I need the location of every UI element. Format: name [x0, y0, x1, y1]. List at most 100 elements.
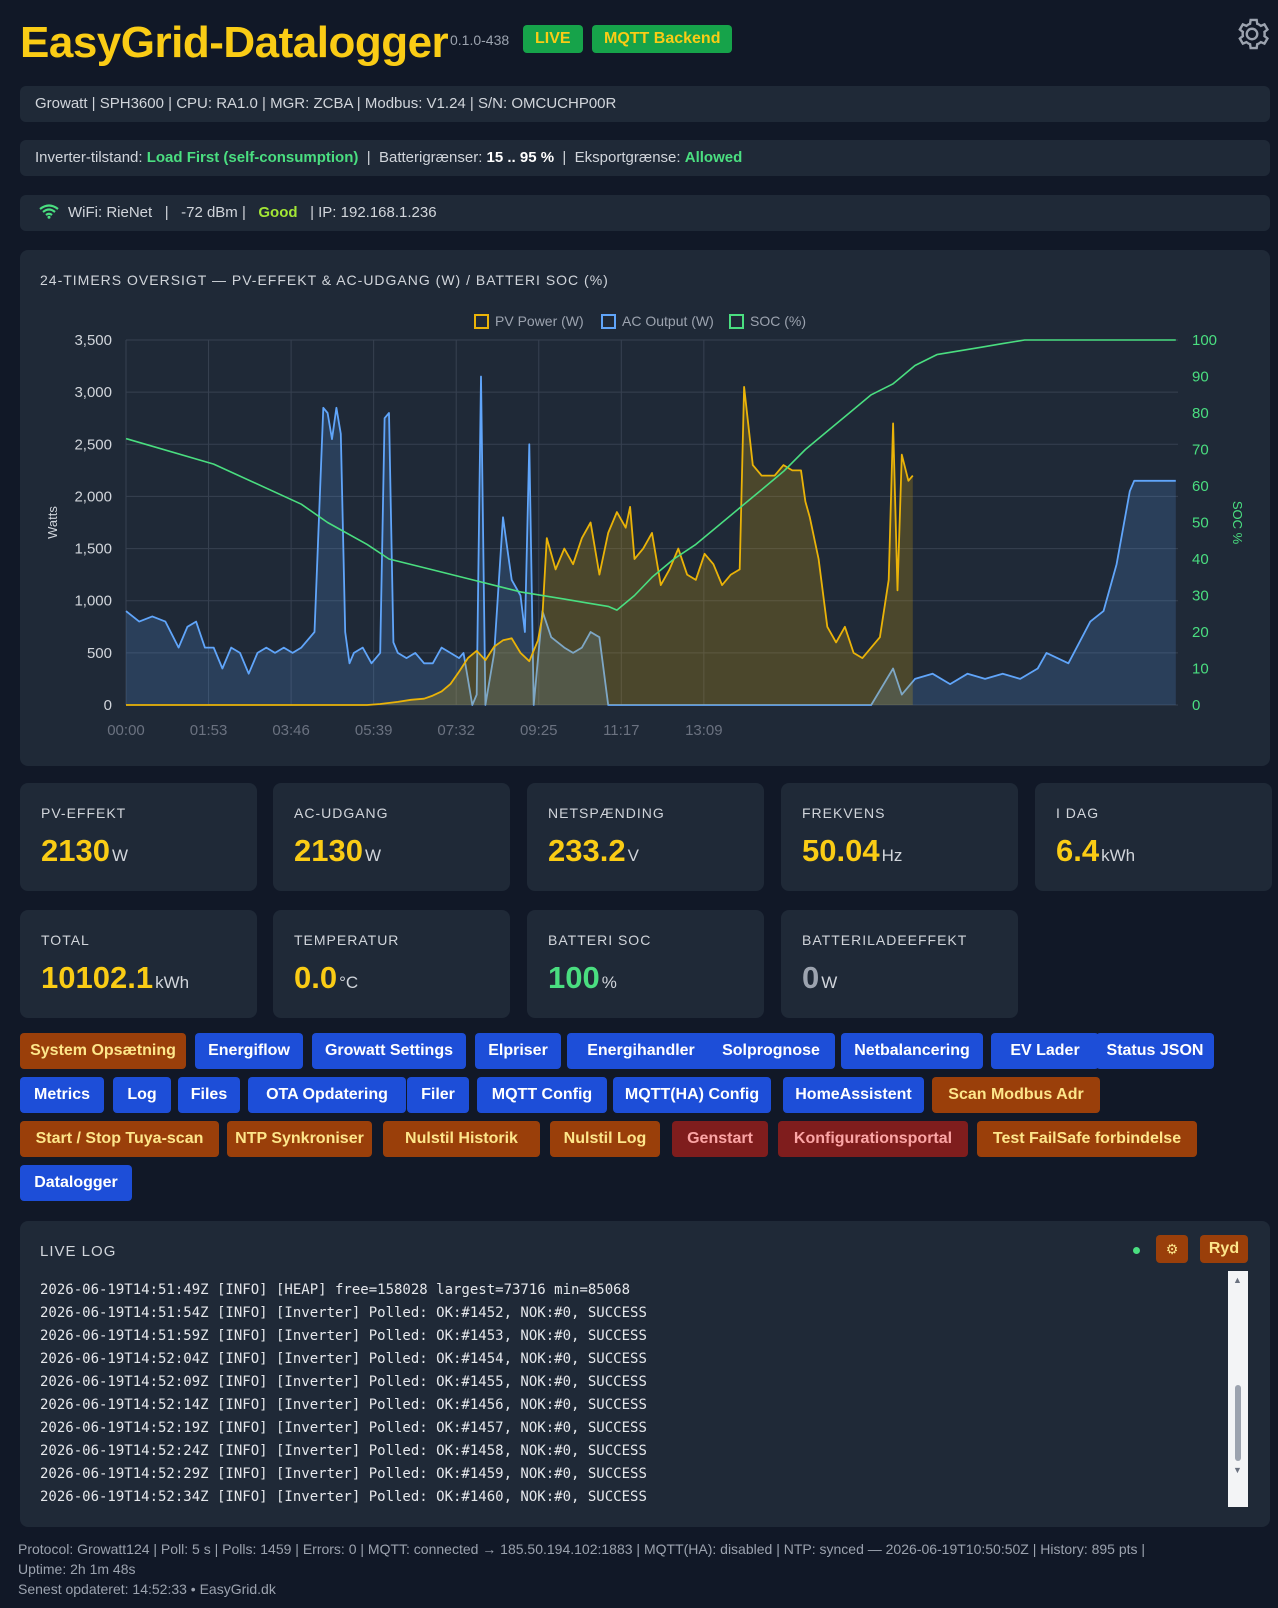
x-tick-label: 07:32: [437, 722, 475, 739]
button-ev-lader[interactable]: EV Lader: [991, 1033, 1099, 1069]
clear-log-button[interactable]: Ryd: [1200, 1235, 1248, 1263]
stat-value: 2130 W: [41, 833, 129, 868]
battery-limits-label: Batterigrænser:: [378, 149, 483, 166]
device-info-text: Growatt | SPH3600 | CPU: RA1.0 | MGR: ZC…: [35, 95, 617, 112]
x-tick-label: 11:17: [603, 722, 639, 739]
stat-unit: W: [821, 973, 838, 992]
button-filer[interactable]: Filer: [407, 1077, 469, 1113]
battery-limits-value: 15 .. 95 %: [486, 149, 555, 166]
button-ntp-synkroniser[interactable]: NTP Synkroniser: [227, 1121, 372, 1157]
legend-label: AC Output (W): [622, 313, 714, 329]
wifi-ssid: WiFi: RieNet: [68, 204, 153, 221]
inverter-mode-value: Load First (self-consumption): [146, 149, 359, 166]
stat-value: 0.0 °C: [294, 960, 359, 995]
export-limit-label: Eksportgrænse:: [574, 149, 681, 166]
stat-value: 2130 W: [294, 833, 382, 868]
button-system-ops-tning[interactable]: System Opsætning: [20, 1033, 186, 1069]
y2-tick-label: 80: [1192, 405, 1209, 422]
stat-label: PV-EFFEKT: [41, 805, 127, 821]
x-tick-label: 03:46: [272, 722, 310, 739]
log-line: 2026-06-19T14:52:29Z [INFO] [Inverter] P…: [40, 1466, 647, 1482]
legend-swatch: [729, 314, 744, 329]
button-files[interactable]: Files: [178, 1077, 240, 1113]
footer: Protocol: Growatt124 | Poll: 5 s | Polls…: [18, 1539, 1268, 1599]
y2-tick-label: 0: [1192, 697, 1200, 714]
button-solprognose[interactable]: Solprognose: [707, 1033, 835, 1069]
stat-label: BATTERILADEEFFEKT: [802, 932, 968, 948]
button-mqtt-config[interactable]: MQTT Config: [477, 1077, 607, 1113]
scroll-down-icon[interactable]: ▼: [1233, 1465, 1242, 1475]
button-status-json[interactable]: Status JSON: [1096, 1033, 1214, 1069]
stat-unit: W: [364, 846, 382, 865]
live-log-title: LIVE LOG: [40, 1243, 117, 1260]
button-test-failsafe-forbindelse[interactable]: Test FailSafe forbindelse: [977, 1121, 1197, 1157]
button-nulstil-historik[interactable]: Nulstil Historik: [383, 1121, 540, 1157]
legend-label: PV Power (W): [495, 313, 584, 329]
log-scrollbar[interactable]: ▲ ▼: [1228, 1271, 1248, 1507]
log-settings-button[interactable]: ⚙: [1156, 1235, 1188, 1263]
button-energiflow[interactable]: Energiflow: [195, 1033, 303, 1069]
series-line-2: [125, 339, 1176, 611]
legend-label: SOC (%): [750, 313, 806, 329]
y-tick-label: 1,000: [74, 593, 112, 610]
series-area-1: [126, 376, 1176, 705]
inverter-mode-label: Inverter-tilstand:: [35, 149, 143, 166]
stat-unit: V: [627, 846, 639, 865]
stat-unit: °C: [339, 973, 359, 992]
stat-card: FREKVENS 50.04 Hz: [781, 783, 1018, 891]
wifi-bar: WiFi: RieNet | -72 dBm | Good | IP: 192.…: [20, 195, 1270, 231]
stat-unit: kWh: [1101, 846, 1136, 865]
button-start-stop-tuya-scan[interactable]: Start / Stop Tuya-scan: [20, 1121, 219, 1157]
button-metrics[interactable]: Metrics: [20, 1077, 104, 1113]
button-netbalancering[interactable]: Netbalancering: [841, 1033, 983, 1069]
y-tick-label: 500: [87, 645, 112, 662]
button-konfigurationsportal[interactable]: Konfigurationsportal: [778, 1121, 968, 1157]
button-elpriser[interactable]: Elpriser: [475, 1033, 561, 1069]
y2-tick-label: 60: [1192, 478, 1209, 495]
legend-swatch: [601, 314, 616, 329]
button-homeassistent[interactable]: HomeAssistent: [783, 1077, 924, 1113]
series-area-0: [126, 386, 913, 705]
connection-dot: [1133, 1247, 1140, 1254]
button-datalogger[interactable]: Datalogger: [20, 1165, 132, 1201]
separator: |: [366, 149, 371, 166]
stat-card: I DAG 6.4 kWh: [1035, 783, 1272, 891]
y2-tick-label: 100: [1192, 332, 1217, 349]
history-chart[interactable]: 0 500 1,000 1,500 2,000 2,500 3,000 3,500 0 10 20 3…: [20, 250, 1270, 766]
scroll-thumb[interactable]: [1235, 1385, 1241, 1461]
button-nulstil-log[interactable]: Nulstil Log: [550, 1121, 660, 1157]
live-log-card: LIVE LOG ⚙ Ryd 2026-06-19T14:51:49Z [INF…: [20, 1221, 1270, 1527]
log-line-clipped: [40, 1271, 1248, 1279]
y2-tick-label: 90: [1192, 369, 1209, 386]
button-mqtt-ha-config[interactable]: MQTT(HA) Config: [613, 1077, 771, 1113]
y-axis-title: Watts: [45, 506, 60, 539]
x-tick-label: 05:39: [355, 722, 393, 739]
y-tick-label: 3,500: [74, 332, 112, 349]
stat-label: AC-UDGANG: [294, 805, 389, 821]
x-tick-label: 00:00: [107, 722, 145, 739]
button-genstart[interactable]: Genstart: [672, 1121, 768, 1157]
series-line-0: [126, 386, 914, 706]
stat-label: NETSPÆNDING: [548, 805, 665, 821]
button-growatt-settings[interactable]: Growatt Settings: [312, 1033, 466, 1069]
footer-updated: Senest opdateret: 14:52:33 • EasyGrid.dk: [18, 1581, 276, 1597]
stat-label: TEMPERATUR: [294, 932, 400, 948]
button-log[interactable]: Log: [113, 1077, 171, 1113]
version-label: 0.1.0-438: [450, 32, 510, 48]
y2-tick-label: 20: [1192, 624, 1209, 641]
stat-label: I DAG: [1056, 805, 1100, 821]
x-tick-label: 09:25: [520, 722, 558, 739]
settings-gear-icon[interactable]: [1234, 16, 1270, 52]
y-tick-label: 1,500: [74, 541, 112, 558]
stat-value: 233.2 V: [548, 833, 639, 868]
device-info-bar: Growatt | SPH3600 | CPU: RA1.0 | MGR: ZC…: [20, 86, 1270, 122]
button-ota-opdatering[interactable]: OTA Opdatering: [248, 1077, 406, 1113]
scroll-up-icon[interactable]: ▲: [1233, 1275, 1242, 1285]
log-line: 2026-06-19T14:51:49Z [INFO] [HEAP] free=…: [40, 1282, 631, 1298]
separator: |: [164, 204, 169, 221]
button-scan-modbus-adr[interactable]: Scan Modbus Adr: [932, 1077, 1100, 1113]
log-output[interactable]: 2026-06-19T14:51:49Z [INFO] [HEAP] free=…: [40, 1271, 1248, 1507]
footer-status-line: Protocol: Growatt124 | Poll: 5 s | Polls…: [18, 1541, 1146, 1557]
y2-tick-label: 10: [1192, 661, 1209, 678]
button-energihandler[interactable]: Energihandler: [567, 1033, 715, 1069]
